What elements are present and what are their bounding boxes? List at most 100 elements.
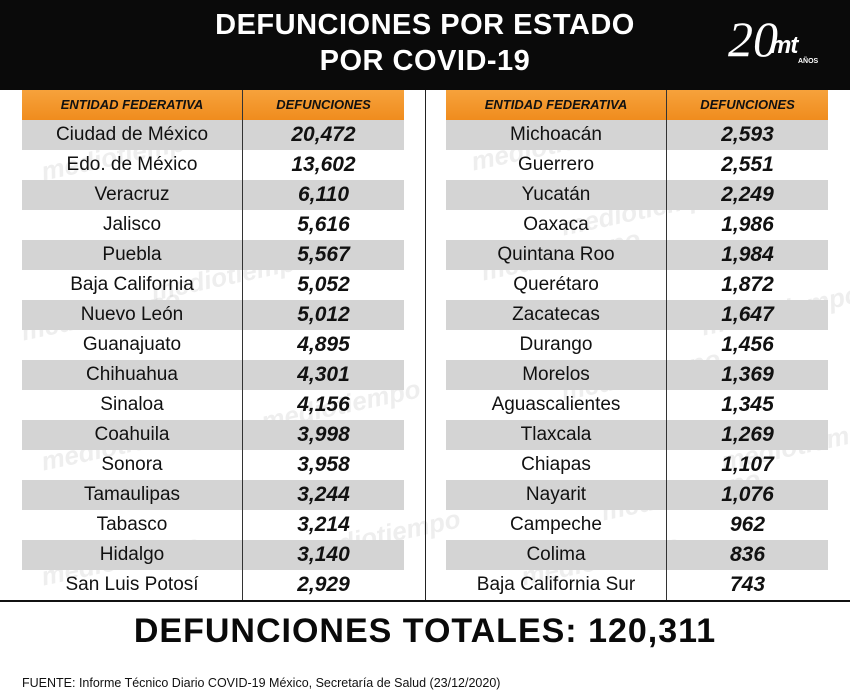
- death-count: 1,345: [721, 393, 774, 416]
- state-name: Tabasco: [96, 514, 168, 535]
- mediotiempo-logo: 20 mt AÑOS: [728, 12, 828, 74]
- title-line-1: DEFUNCIONES POR ESTADO: [215, 9, 635, 41]
- state-name: Nayarit: [525, 484, 587, 505]
- table-row: Zacatecas 1,647: [446, 300, 828, 330]
- state-name: Sonora: [101, 454, 163, 475]
- table-row: Veracruz 6,110: [22, 180, 404, 210]
- death-count: 2,249: [721, 183, 774, 206]
- table-row: Sonora 3,958: [22, 450, 404, 480]
- table-left-header: ENTIDAD FEDERATIVA DEFUNCIONES: [22, 90, 404, 120]
- table-row: Morelos 1,369: [446, 360, 828, 390]
- table-row: Aguascalientes 1,345: [446, 390, 828, 420]
- death-count: 5,012: [297, 303, 350, 326]
- death-count: 20,472: [291, 123, 356, 146]
- death-count: 2,551: [721, 153, 774, 176]
- header-deaths: DEFUNCIONES: [276, 97, 371, 112]
- table-row: Guerrero 2,551: [446, 150, 828, 180]
- table-row: Chihuahua 4,301: [22, 360, 404, 390]
- title-line-2: POR COVID-19: [319, 45, 531, 77]
- table-row: Tabasco 3,214: [22, 510, 404, 540]
- table-row: Oaxaca 1,986: [446, 210, 828, 240]
- state-name: Morelos: [522, 364, 590, 385]
- death-count: 1,456: [721, 333, 774, 356]
- state-name: Sinaloa: [100, 394, 164, 415]
- death-count: 3,214: [297, 513, 350, 536]
- state-name: Hidalgo: [99, 544, 165, 565]
- table-row: Sinaloa 4,156: [22, 390, 404, 420]
- header-entity: ENTIDAD FEDERATIVA: [60, 97, 204, 112]
- table-right-header: ENTIDAD FEDERATIVA DEFUNCIONES: [446, 90, 828, 120]
- state-name: Ciudad de México: [55, 124, 209, 145]
- header-banner: DEFUNCIONES POR ESTADO POR COVID-19 20 m…: [0, 0, 850, 90]
- state-name: Michoacán: [510, 124, 602, 145]
- table-row: Coahuila 3,998: [22, 420, 404, 450]
- state-name: Campeche: [510, 514, 602, 535]
- table-row: Edo. de México 13,602: [22, 150, 404, 180]
- state-name: Puebla: [102, 244, 162, 265]
- death-count: 13,602: [291, 153, 356, 176]
- death-count: 4,895: [297, 333, 350, 356]
- death-count: 1,986: [721, 213, 774, 236]
- table-row: Michoacán 2,593: [446, 120, 828, 150]
- source-note: FUENTE: Informe Técnico Diario COVID-19 …: [22, 676, 501, 690]
- state-name: Chiapas: [521, 454, 591, 475]
- state-name: Baja California Sur: [476, 574, 636, 595]
- logo-brand: mt: [770, 32, 798, 59]
- death-count: 5,052: [297, 273, 350, 296]
- table-row: Campeche 962: [446, 510, 828, 540]
- death-count: 2,593: [721, 123, 774, 146]
- death-count: 1,984: [721, 243, 774, 266]
- state-name: Edo. de México: [66, 154, 198, 175]
- table-row: Guanajuato 4,895: [22, 330, 404, 360]
- table-row: Baja California 5,052: [22, 270, 404, 300]
- bottom-rule: [0, 600, 850, 602]
- state-name: Guanajuato: [82, 334, 182, 355]
- state-name: Durango: [519, 334, 593, 355]
- table-row: Colima 836: [446, 540, 828, 570]
- death-count: 3,244: [297, 483, 350, 506]
- table-row: Ciudad de México 20,472: [22, 120, 404, 150]
- center-divider: [425, 90, 426, 600]
- state-name: Aguascalientes: [491, 394, 621, 415]
- header-entity: ENTIDAD FEDERATIVA: [484, 97, 628, 112]
- death-count: 1,647: [721, 303, 774, 326]
- state-name: Jalisco: [102, 214, 162, 235]
- state-name: Yucatán: [521, 184, 591, 205]
- death-count: 3,140: [297, 543, 350, 566]
- table-row: Puebla 5,567: [22, 240, 404, 270]
- table-row: Hidalgo 3,140: [22, 540, 404, 570]
- column-divider: [242, 90, 243, 600]
- state-name: Guerrero: [517, 154, 595, 175]
- state-name: Baja California: [70, 274, 194, 295]
- state-name: Querétaro: [513, 274, 599, 295]
- table-row: Quintana Roo 1,984: [446, 240, 828, 270]
- death-count: 836: [729, 543, 766, 566]
- table-right: ENTIDAD FEDERATIVA DEFUNCIONES Michoacán…: [446, 90, 828, 600]
- state-name: Chihuahua: [86, 364, 178, 385]
- death-count: 743: [729, 573, 766, 596]
- death-count: 5,616: [297, 213, 350, 236]
- total-deaths: DEFUNCIONES TOTALES: 120,311: [133, 612, 717, 650]
- column-divider: [666, 90, 667, 600]
- death-count: 962: [729, 513, 766, 536]
- death-count: 2,929: [297, 573, 350, 596]
- table-row: Baja California Sur 743: [446, 570, 828, 600]
- death-count: 1,269: [721, 423, 774, 446]
- death-count: 1,872: [721, 273, 774, 296]
- death-count: 1,076: [721, 483, 774, 506]
- table-row: Nayarit 1,076: [446, 480, 828, 510]
- state-name: Tamaulipas: [83, 484, 181, 505]
- logo-number: 20: [728, 11, 778, 67]
- table-row: Tamaulipas 3,244: [22, 480, 404, 510]
- table-row: Durango 1,456: [446, 330, 828, 360]
- header-deaths: DEFUNCIONES: [700, 97, 795, 112]
- state-name: Zacatecas: [512, 304, 600, 325]
- death-count: 5,567: [297, 243, 350, 266]
- state-name: San Luis Potosí: [65, 574, 199, 595]
- logo-sub: AÑOS: [798, 58, 819, 65]
- state-name: Nuevo León: [80, 304, 184, 325]
- death-count: 3,998: [297, 423, 350, 446]
- table-row: Yucatán 2,249: [446, 180, 828, 210]
- state-name: Oaxaca: [523, 214, 589, 235]
- table-row: Querétaro 1,872: [446, 270, 828, 300]
